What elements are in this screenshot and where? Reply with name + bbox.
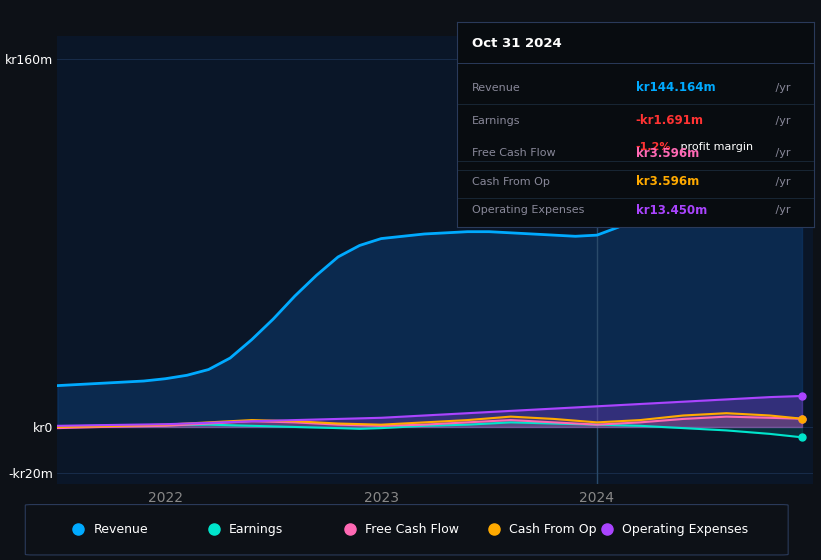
- Text: /yr: /yr: [772, 206, 790, 216]
- Text: profit margin: profit margin: [677, 142, 753, 152]
- Text: kr144.164m: kr144.164m: [636, 81, 715, 94]
- Text: kr3.596m: kr3.596m: [636, 175, 699, 188]
- Text: /yr: /yr: [772, 115, 790, 125]
- Text: Operating Expenses: Operating Expenses: [622, 522, 748, 536]
- Text: Revenue: Revenue: [94, 522, 148, 536]
- Text: Free Cash Flow: Free Cash Flow: [365, 522, 459, 536]
- Text: -1.2%: -1.2%: [636, 142, 672, 152]
- Text: Revenue: Revenue: [471, 83, 521, 93]
- Text: Earnings: Earnings: [229, 522, 283, 536]
- Text: Free Cash Flow: Free Cash Flow: [471, 148, 555, 158]
- Text: Cash From Op: Cash From Op: [471, 177, 549, 187]
- Text: Cash From Op: Cash From Op: [509, 522, 596, 536]
- Text: -kr1.691m: -kr1.691m: [636, 114, 704, 127]
- Text: /yr: /yr: [772, 148, 790, 158]
- Text: kr3.596m: kr3.596m: [636, 147, 699, 160]
- Text: /yr: /yr: [772, 177, 790, 187]
- Text: /yr: /yr: [772, 83, 790, 93]
- Text: Oct 31 2024: Oct 31 2024: [471, 37, 562, 50]
- Text: kr13.450m: kr13.450m: [636, 204, 707, 217]
- Text: Operating Expenses: Operating Expenses: [471, 206, 584, 216]
- Text: Earnings: Earnings: [471, 115, 520, 125]
